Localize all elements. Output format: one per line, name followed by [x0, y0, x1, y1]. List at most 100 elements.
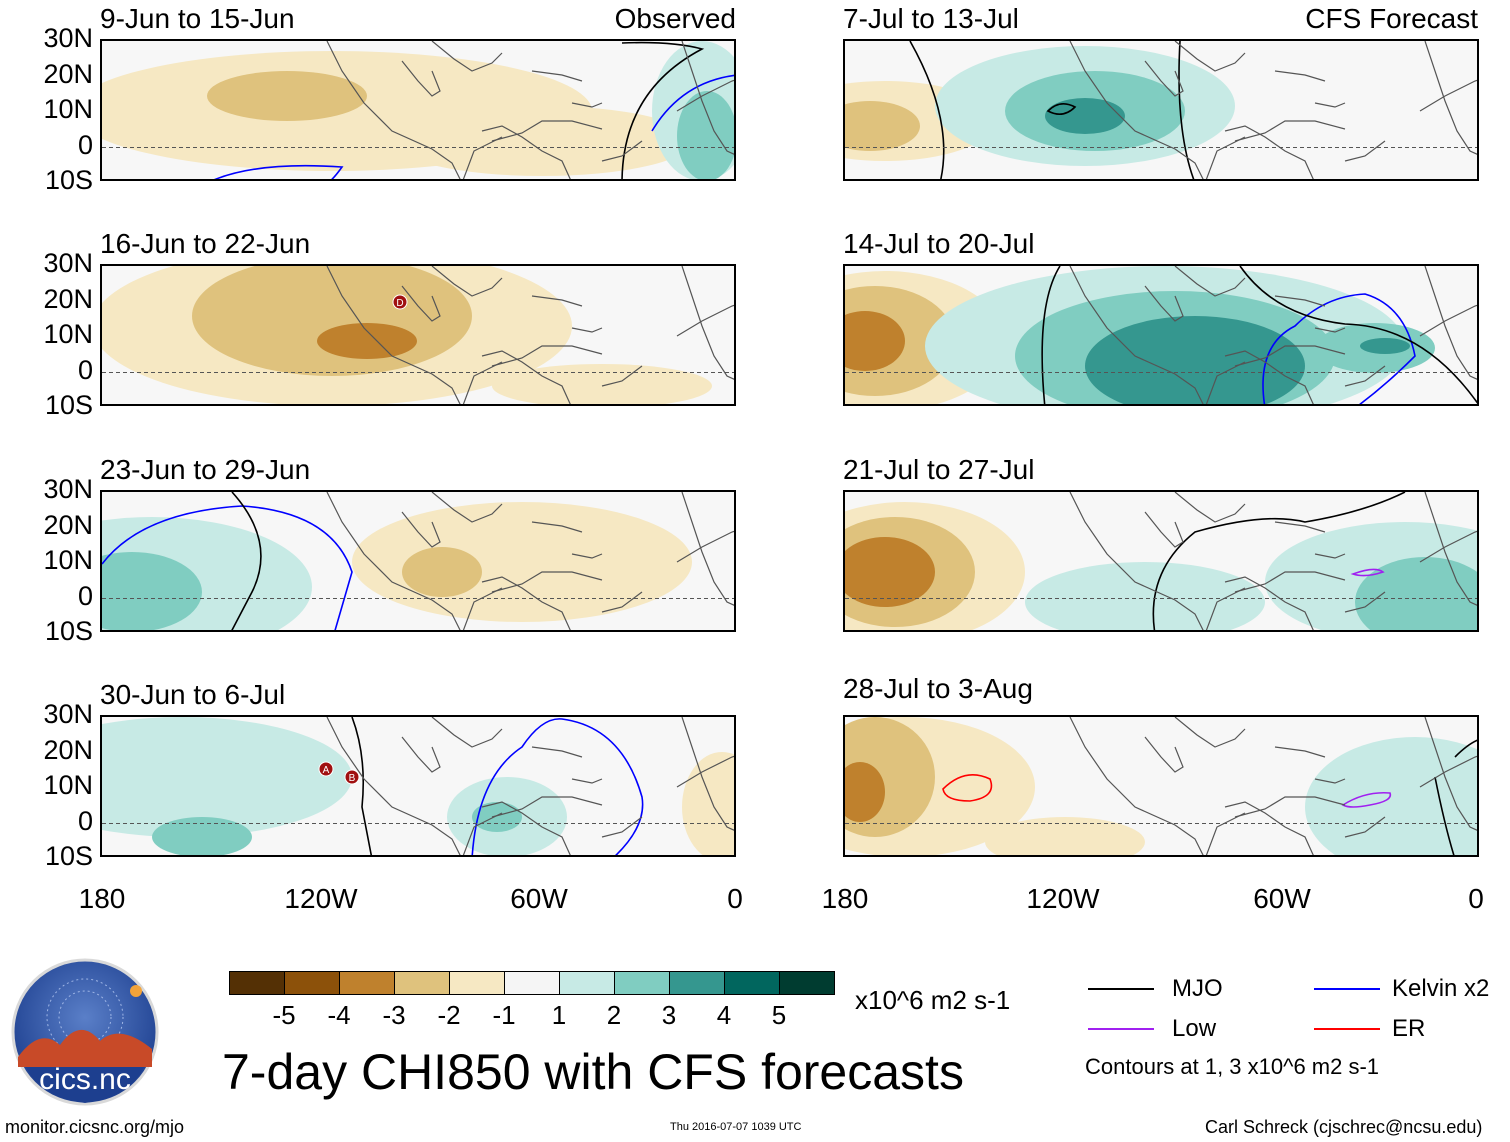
coastline — [401, 285, 441, 322]
colorbar-swatch — [614, 971, 670, 995]
footer-url[interactable]: monitor.cicsnc.org/mjo — [5, 1117, 185, 1137]
lat-label: 10S — [44, 165, 93, 195]
anomaly-shading — [1360, 338, 1410, 354]
map-svg-4: AB — [102, 717, 734, 855]
colorbar-swatch — [284, 971, 340, 995]
colorbar-swatch — [449, 971, 505, 995]
coastline — [1344, 591, 1386, 613]
lat-label: 30N — [43, 23, 93, 53]
coastline — [491, 571, 603, 593]
colorbar-label: 5 — [771, 1000, 787, 1030]
legend-low-label: Low — [1172, 1015, 1217, 1042]
anomaly-shading — [1025, 562, 1265, 630]
storm-marker-label: A — [323, 765, 330, 776]
coastline — [1344, 140, 1386, 162]
lat-label: 20N — [43, 509, 93, 540]
mjo-contour — [231, 492, 262, 630]
kelvin-contour — [471, 718, 644, 855]
mjo-contour — [1434, 776, 1455, 855]
anomaly-shading — [677, 91, 734, 179]
colorbar-swatch — [504, 971, 560, 995]
coastline — [1144, 736, 1184, 773]
anomaly-shading — [1045, 98, 1125, 134]
anomaly-shading — [152, 817, 252, 855]
coastline — [1144, 60, 1184, 97]
colorbar-swatch — [394, 971, 450, 995]
anomaly-shading — [207, 71, 367, 121]
map-panel-5 — [843, 39, 1479, 181]
coastline — [1419, 755, 1477, 788]
map-svg-5 — [845, 41, 1477, 179]
lat-label: 30N — [43, 474, 93, 504]
lat-label: 0 — [77, 354, 93, 385]
coastline — [1419, 530, 1477, 563]
coastline — [1314, 553, 1346, 559]
colorbar-units: x10^6 m2 s-1 — [855, 985, 1011, 1015]
map-svg-1 — [102, 41, 734, 179]
coastline — [1205, 587, 1246, 630]
mjo-contour — [1454, 739, 1477, 758]
lon-label-60w-left: 60W — [510, 883, 568, 914]
coastline — [1224, 350, 1314, 404]
coastline — [676, 79, 734, 112]
legend-kelvin-line — [1314, 988, 1380, 990]
coastline — [326, 41, 461, 179]
coastline — [1224, 576, 1314, 630]
colorbar-swatch — [669, 971, 725, 995]
colorbar-label: -3 — [382, 1000, 406, 1030]
legend-low-line — [1088, 1028, 1154, 1030]
footer-author[interactable]: Carl Schreck (cjschrec@ncsu.edu) — [1205, 1117, 1483, 1137]
kelvin-contour — [1262, 293, 1416, 404]
observed-tag: Observed — [614, 3, 736, 34]
coastline — [326, 266, 461, 404]
legend-mjo-label: MJO — [1172, 975, 1223, 1002]
storm-marker: A — [318, 761, 334, 777]
lat-label: 20N — [43, 283, 93, 314]
coastline — [681, 266, 734, 380]
coastline — [681, 717, 734, 831]
mjo-contour — [1046, 103, 1077, 115]
coastline — [1224, 125, 1314, 179]
anomaly-shading — [402, 547, 482, 597]
coastline — [681, 492, 734, 606]
map-svg-2: D — [102, 266, 734, 404]
lat-label: 0 — [77, 129, 93, 160]
coastline — [462, 812, 503, 855]
coastline — [1274, 295, 1326, 307]
colorbar-label: 2 — [606, 1000, 622, 1030]
coastline — [1274, 70, 1326, 82]
coastline — [1274, 521, 1326, 533]
coastline — [1174, 717, 1246, 748]
map-svg-8 — [845, 717, 1477, 855]
coastline — [1274, 746, 1326, 758]
coastline — [491, 345, 603, 367]
mjo-contour — [621, 41, 705, 179]
map-panel-6 — [843, 264, 1479, 406]
mjo-contour — [1239, 266, 1477, 404]
lat-label: 10N — [43, 545, 93, 575]
colorbar-label: -4 — [327, 1000, 351, 1030]
anomaly-shading — [1355, 557, 1477, 630]
colorbar-label: -2 — [437, 1000, 461, 1030]
coastline — [491, 796, 603, 818]
lon-label-0-left: 0 — [727, 883, 743, 914]
colorbar-swatch — [779, 971, 835, 995]
forecast-tag: CFS Forecast — [1305, 3, 1478, 34]
coastline — [462, 587, 503, 630]
coastline — [401, 60, 441, 97]
coastline — [676, 755, 734, 788]
coastline — [1424, 266, 1477, 380]
colorbar-label: 3 — [661, 1000, 677, 1030]
lat-label: 0 — [77, 805, 93, 836]
coastline — [431, 492, 503, 523]
lon-label-180-left: 180 — [78, 883, 126, 914]
footer-timestamp: Thu 2016-07-07 1039 UTC — [670, 1121, 802, 1133]
coastline — [1174, 492, 1246, 523]
lat-label: 0 — [77, 580, 93, 611]
lat-label: 10N — [43, 94, 93, 124]
coastline — [481, 125, 571, 179]
coastline — [326, 492, 461, 630]
coastline — [531, 295, 583, 307]
anomaly-shading — [845, 762, 885, 822]
